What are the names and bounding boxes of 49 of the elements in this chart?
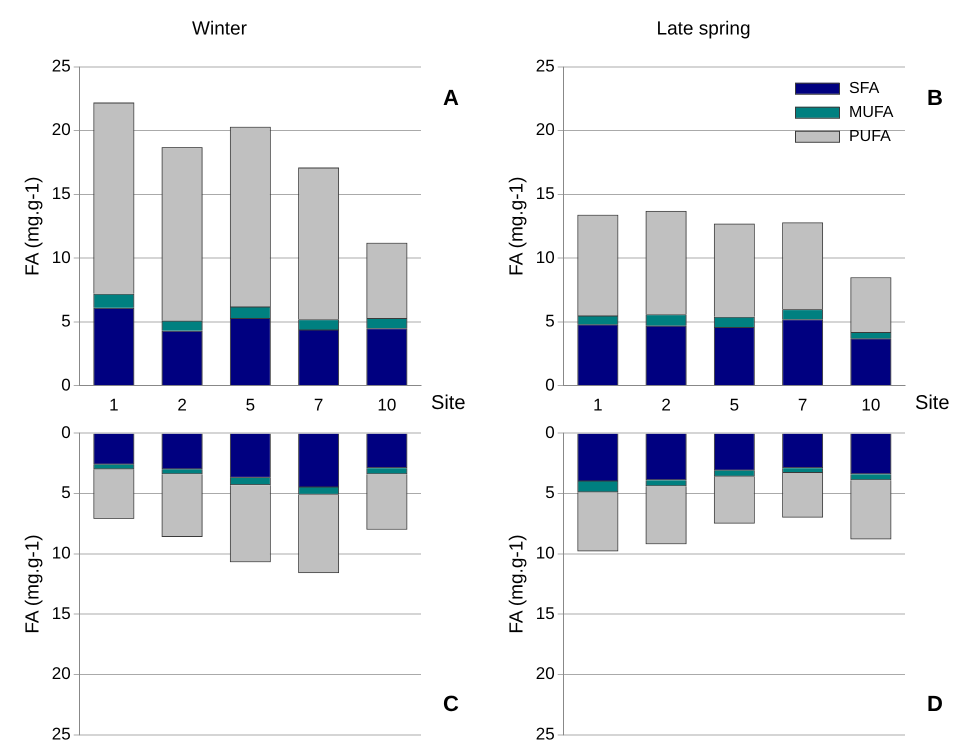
chart-title: Late spring (656, 18, 751, 40)
y-tick-label: 20 (52, 664, 71, 684)
y-tick-label: 20 (52, 120, 71, 140)
y-tick-label: 15 (52, 184, 71, 204)
x-tick-label: 7 (798, 395, 808, 414)
x-tick-label: 10 (377, 395, 396, 414)
y-tick-label: 10 (52, 544, 71, 563)
x-tick-label: 10 (861, 395, 880, 414)
text: B (927, 84, 943, 110)
y-tick-label: 25 (536, 724, 555, 744)
y-tick-label: 0 (61, 422, 71, 442)
chart-title: Winter (192, 18, 248, 40)
y-axis-title: FA (mg.g-1) (22, 176, 44, 276)
x-tick-label: 2 (177, 395, 187, 414)
x-tick-label: 5 (246, 395, 256, 414)
legend-label: SFA (849, 80, 880, 98)
y-tick-label: 10 (536, 544, 555, 563)
text: A (443, 84, 459, 110)
x-tick-label: 5 (730, 395, 740, 414)
legend-label: MUFA (849, 104, 894, 122)
x-tick-label: 1 (593, 395, 603, 414)
y-tick-label: 10 (52, 248, 71, 267)
x-tick-label: 1 (109, 395, 119, 414)
y-tick-label: 5 (545, 312, 555, 331)
y-tick-label: 15 (52, 604, 71, 623)
y-tick-label: 5 (545, 483, 555, 502)
x-axis-title: Site (915, 392, 950, 414)
y-tick-label: 25 (536, 56, 555, 76)
x-axis-title: Site (431, 392, 466, 414)
legend-label: PUFA (849, 128, 892, 146)
y-tick-label: 5 (61, 483, 71, 502)
y-tick-label: 15 (536, 184, 555, 204)
y-axis-title: FA (mg.g-1) (506, 534, 528, 634)
y-tick-label: 20 (536, 664, 555, 684)
y-tick-label: 10 (536, 248, 555, 267)
x-tick-label: 2 (661, 395, 671, 414)
y-tick-label: 20 (536, 120, 555, 140)
text: C (443, 690, 459, 716)
y-axis-title: FA (mg.g-1) (506, 176, 528, 276)
y-axis-title: FA (mg.g-1) (22, 534, 44, 634)
text: D (927, 690, 943, 716)
y-tick-label: 15 (536, 604, 555, 623)
x-tick-label: 7 (314, 395, 324, 414)
y-tick-label: 25 (52, 56, 71, 76)
y-tick-label: 0 (545, 375, 555, 394)
y-tick-label: 0 (61, 375, 71, 394)
y-tick-label: 25 (52, 724, 71, 744)
y-tick-label: 5 (61, 312, 71, 331)
y-tick-label: 0 (545, 422, 555, 442)
